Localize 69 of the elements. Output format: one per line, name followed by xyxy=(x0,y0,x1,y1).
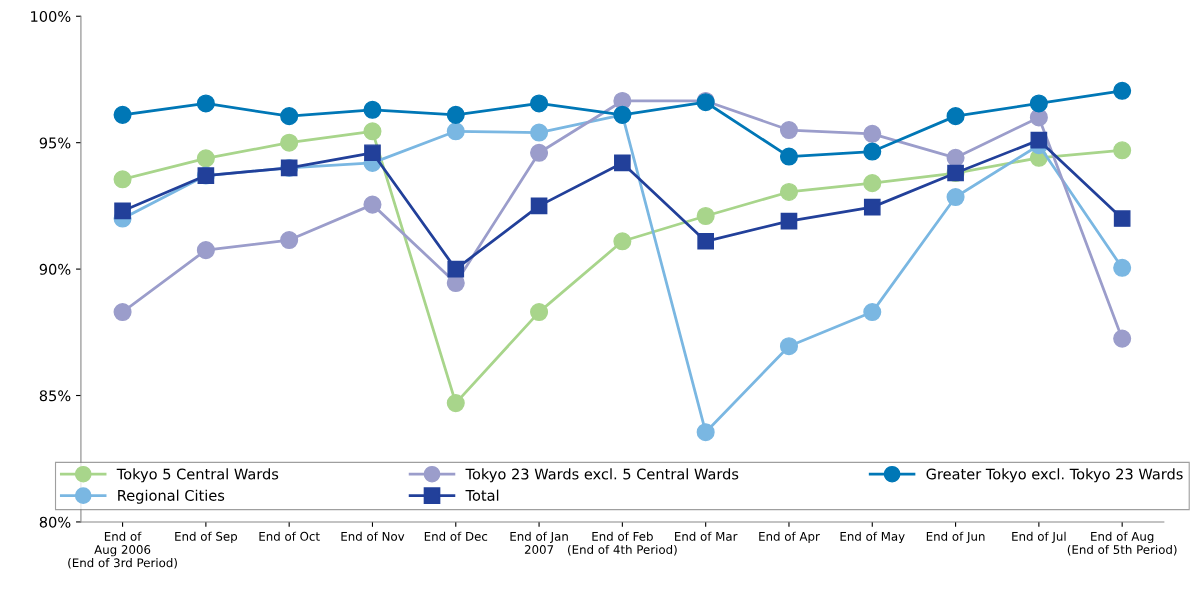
point xyxy=(530,94,549,113)
point xyxy=(946,188,965,207)
point xyxy=(613,232,632,251)
point xyxy=(363,122,382,141)
y-tick-label: 100% xyxy=(31,10,71,22)
x-tick-label: End of Jan 2007 xyxy=(510,531,568,555)
point xyxy=(1113,329,1132,348)
legend-label: Greater Tokyo excl. Tokyo 23 Wards xyxy=(926,468,1183,483)
point xyxy=(113,303,132,322)
point xyxy=(863,142,882,161)
x-tick-label: End of Mar xyxy=(675,531,738,541)
x-tick-label: End of Aug (End of 5th Period) xyxy=(1067,531,1177,556)
legend-label: Regional Cities xyxy=(118,489,225,504)
point xyxy=(779,337,798,356)
point xyxy=(530,197,548,215)
point xyxy=(779,182,798,202)
point xyxy=(363,195,382,214)
x-tick-label: End of Oct xyxy=(259,531,320,541)
point xyxy=(780,212,798,230)
point xyxy=(1113,210,1131,227)
point xyxy=(1113,141,1132,160)
x-tick-label: End of Jun xyxy=(926,531,985,543)
point xyxy=(614,154,631,172)
point xyxy=(530,303,549,322)
point xyxy=(113,105,132,124)
point xyxy=(196,94,215,113)
point xyxy=(946,148,965,167)
point xyxy=(530,123,549,142)
point xyxy=(1113,81,1132,100)
point xyxy=(446,394,465,413)
point xyxy=(779,121,798,140)
point xyxy=(863,174,882,193)
point xyxy=(946,107,965,126)
point xyxy=(280,133,299,152)
y-tick-label: 80% xyxy=(39,516,71,528)
point xyxy=(114,202,131,220)
y-tick-label: 85% xyxy=(39,390,71,402)
point xyxy=(196,149,215,168)
x-tick-label: End of Sep xyxy=(175,531,238,544)
point xyxy=(363,100,382,119)
point xyxy=(779,147,798,166)
point xyxy=(863,124,882,143)
y-tick-label: 95% xyxy=(39,137,71,149)
legend-label: Tokyo 23 Wards excl. 5 Central Wards xyxy=(465,468,739,483)
point xyxy=(1030,131,1048,149)
point xyxy=(696,423,715,442)
point xyxy=(447,260,465,278)
point xyxy=(530,143,549,162)
y-tick-label: 90% xyxy=(39,263,71,275)
point xyxy=(696,206,715,226)
point xyxy=(280,107,299,126)
point xyxy=(196,241,215,260)
point xyxy=(863,303,882,322)
legend-label: Tokyo 5 Central Wards xyxy=(116,468,279,483)
point xyxy=(1029,94,1048,113)
x-tick-label: End of Nov xyxy=(341,531,405,541)
legend-label: Total xyxy=(465,489,499,501)
point xyxy=(863,198,881,216)
point xyxy=(113,170,132,189)
x-tick-label: End of Jul xyxy=(1012,531,1066,543)
point xyxy=(446,105,465,124)
point xyxy=(1113,258,1132,277)
x-tick-label: End of Apr xyxy=(759,531,820,544)
x-tick-label: End of May xyxy=(840,531,905,544)
point xyxy=(697,232,715,250)
point xyxy=(364,144,381,162)
x-tick-label: End of Dec xyxy=(424,531,488,541)
point xyxy=(280,230,299,250)
point xyxy=(446,122,465,141)
